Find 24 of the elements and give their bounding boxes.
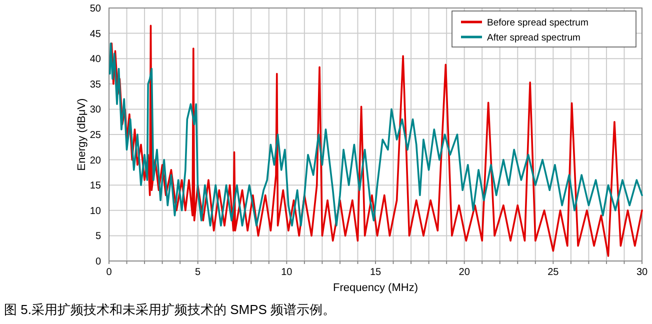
y-tick-label: 25	[90, 130, 102, 141]
y-axis-title: Energy (dBμV)	[76, 98, 88, 171]
y-tick-label: 20	[90, 155, 102, 166]
y-tick-label: 0	[95, 256, 102, 268]
x-tick-label: 25	[548, 267, 560, 278]
x-tick-label: 30	[636, 267, 648, 278]
y-tick-label: 35	[90, 79, 102, 90]
line-series	[108, 42, 643, 226]
x-tick-label: 5	[195, 267, 202, 278]
x-axis-title: Frequency (MHz)	[333, 282, 418, 294]
caption: 图 5.采用扩频技术和未采用扩频技术的 SMPS 频谱示例。	[4, 302, 336, 317]
y-tick-label: 45	[90, 28, 102, 40]
y-tick-label: 15	[90, 180, 102, 192]
y-tick-label: 5	[95, 231, 102, 242]
y-tick-label: 40	[90, 54, 102, 66]
legend-label: After spread spectrum	[487, 32, 581, 44]
x-tick-label: 0	[106, 267, 112, 278]
x-tick-label: 10	[281, 267, 293, 278]
x-tick-label: 15	[370, 267, 382, 278]
y-tick-label: 50	[90, 4, 102, 14]
y-tick-label: 30	[90, 104, 102, 116]
y-tick-label: 10	[90, 206, 102, 217]
legend-label: Before spread spectrum	[487, 18, 588, 28]
x-tick-label: 20	[458, 267, 470, 278]
